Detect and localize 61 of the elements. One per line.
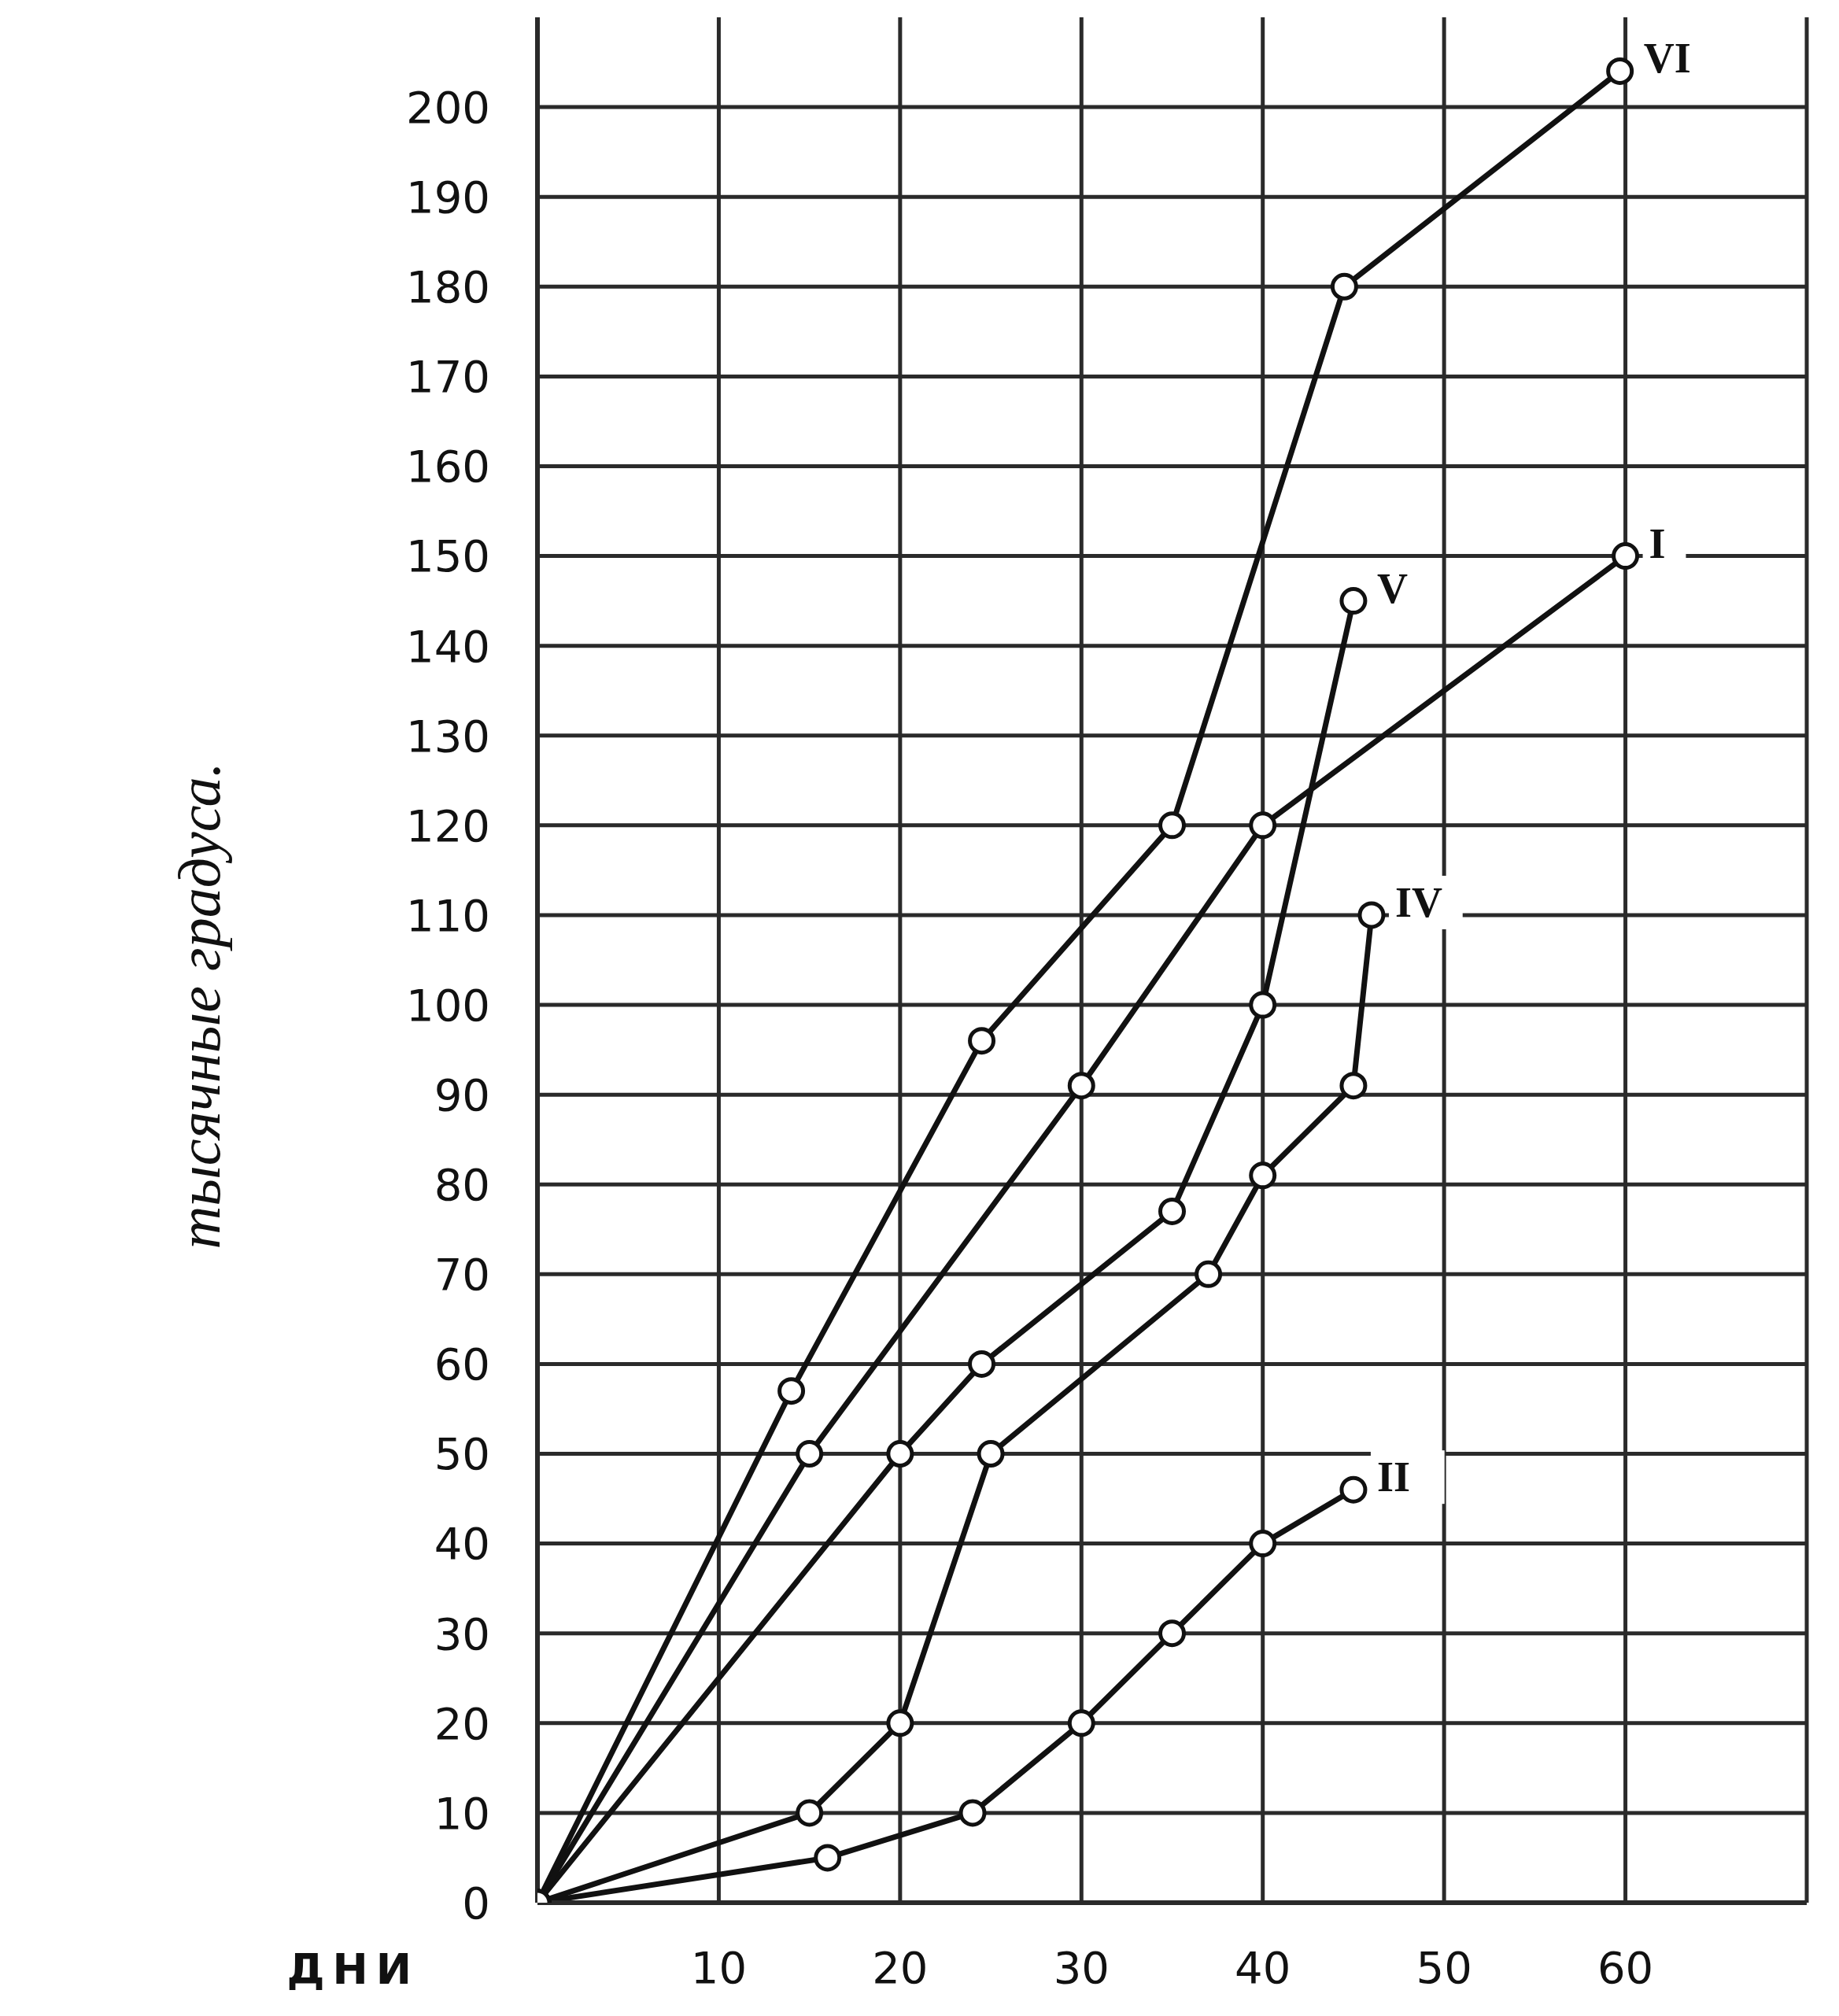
point: [1195, 1260, 1223, 1288]
point: [1067, 1709, 1095, 1737]
y-tick-label: 200: [406, 81, 490, 133]
y-tick-label: 80: [434, 1159, 490, 1211]
series-label: II: [1376, 1453, 1410, 1501]
x-tick-label: 30: [1053, 1941, 1110, 1993]
y-tick-label: 180: [406, 261, 490, 313]
point: [1357, 901, 1386, 929]
y-tick-label: 70: [434, 1249, 490, 1301]
series-label: IV: [1394, 878, 1442, 926]
point: [958, 1799, 987, 1827]
y-tick-label: 130: [406, 710, 490, 762]
y-tick-label: 40: [434, 1518, 490, 1570]
x-tick-label: 50: [1416, 1941, 1472, 1993]
y-tick-label: 140: [406, 620, 490, 672]
point: [977, 1440, 1005, 1468]
y-tick-label: 120: [406, 799, 490, 851]
point: [1249, 1161, 1277, 1190]
point: [886, 1440, 914, 1468]
y-tick-label: 10: [434, 1787, 490, 1839]
y-tick-label: 150: [406, 530, 490, 582]
series-label: I: [1649, 519, 1666, 567]
point: [1339, 1072, 1368, 1100]
y-tick-label: 0: [462, 1877, 490, 1929]
y-tick-label: 60: [434, 1338, 490, 1390]
point: [1158, 811, 1186, 840]
y-tick-label: 190: [406, 172, 490, 223]
x-tick-label: 60: [1597, 1941, 1654, 1993]
y-tick-label: 50: [434, 1428, 490, 1480]
point: [1339, 1475, 1368, 1504]
y-tick-label: 30: [434, 1608, 490, 1660]
x-tick-label: 10: [690, 1941, 748, 1993]
point: [1330, 272, 1358, 301]
point: [886, 1709, 914, 1737]
y-axis-title: тысячные градуса.: [166, 762, 232, 1250]
series-label: V: [1376, 564, 1408, 612]
x-tick-label: 40: [1235, 1941, 1291, 1993]
point: [1339, 587, 1368, 615]
point: [796, 1440, 824, 1468]
x-tick-label: 20: [872, 1941, 929, 1993]
point: [968, 1350, 996, 1378]
point: [1249, 1530, 1277, 1558]
point: [1249, 811, 1277, 840]
y-tick-label: 160: [406, 441, 490, 493]
series-label: VI: [1643, 35, 1691, 83]
point: [1606, 57, 1634, 85]
y-tick-label: 20: [434, 1697, 490, 1749]
x-axis-title: ДНИ: [286, 1944, 419, 1994]
point: [1158, 1197, 1186, 1225]
point: [796, 1799, 824, 1827]
y-tick-label: 110: [406, 889, 490, 941]
point: [814, 1844, 842, 1872]
point: [968, 1027, 996, 1055]
point: [1067, 1072, 1095, 1100]
point: [1249, 991, 1277, 1019]
point: [777, 1377, 806, 1405]
y-tick-label: 170: [406, 351, 490, 403]
y-tick-label: 90: [434, 1069, 490, 1121]
point: [1158, 1619, 1186, 1648]
point: [1612, 542, 1640, 570]
y-tick-label: 100: [406, 979, 490, 1031]
